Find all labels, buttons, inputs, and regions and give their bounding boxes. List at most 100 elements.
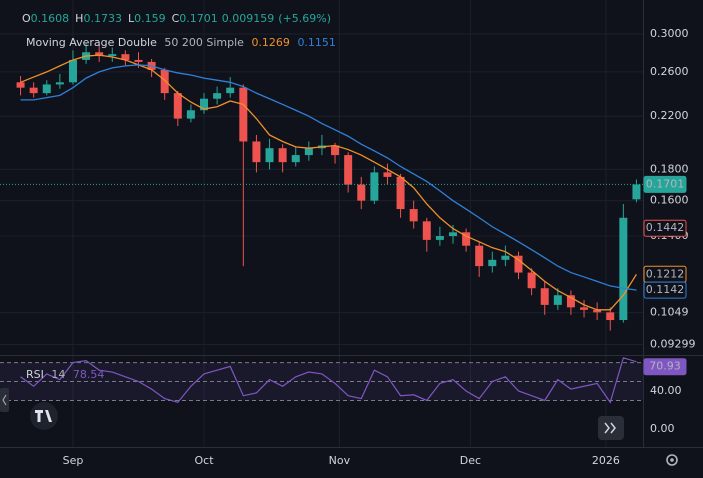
rsi-tick-label: 0.00 (650, 422, 675, 435)
candle-body (213, 93, 222, 99)
moving-average (20, 54, 637, 311)
candle-body (514, 255, 523, 273)
price-tag (643, 358, 687, 376)
x-tick-label: Dec (460, 454, 481, 467)
ma-title: Moving Average Double (26, 36, 157, 49)
candle-body (42, 84, 51, 94)
candle-body (396, 176, 405, 210)
ohlc-value: 0.1733 (83, 12, 122, 25)
price-tag (643, 175, 687, 193)
candle-body (29, 87, 38, 94)
candle-body (488, 259, 497, 267)
candle-body (580, 307, 589, 310)
candle-body (357, 184, 366, 201)
ma-value: 0.1269 (251, 36, 290, 49)
price-tag-label: 70.93 (649, 360, 681, 373)
settings-dot (670, 458, 674, 462)
price-tag-label: 0.1701 (646, 177, 685, 190)
candle-body (501, 255, 510, 260)
moving-average (20, 64, 637, 291)
ohlc-key: L (128, 12, 135, 25)
ohlc-value: 0.159 (134, 12, 166, 25)
candle-body (566, 295, 575, 308)
candle-body (448, 232, 457, 237)
candle-body (134, 59, 143, 62)
candle-body (278, 148, 287, 163)
price-tag (643, 281, 687, 299)
candle-body (291, 155, 300, 163)
ohlc-legend: O0.1608 H0.1733 L0.159 C0.1701 0.009159 (+5.6… (22, 12, 331, 25)
candle-body (331, 145, 340, 156)
scroll-icon (604, 422, 616, 434)
candle-body (606, 312, 615, 321)
candle-body (55, 82, 64, 85)
candle-body (540, 288, 549, 305)
side-toggle-icon (2, 394, 7, 406)
ohlc-key: C (172, 12, 180, 25)
tv-logo-mark (35, 410, 52, 422)
ohlc-value: 0.1701 (179, 12, 218, 25)
candle-body (186, 110, 195, 119)
candle-body (632, 184, 641, 200)
candle-body (475, 245, 484, 267)
x-tick-label: Nov (329, 454, 351, 467)
candle-body (304, 148, 313, 156)
candle-body (435, 236, 444, 240)
candle-body (344, 155, 353, 185)
price-tag (643, 219, 687, 237)
ma-value: 0.1151 (297, 36, 336, 49)
rsi-tick-label: 40.00 (650, 384, 682, 397)
price-tag-label: 0.1212 (646, 267, 685, 280)
change-pct: (+5.69%) (278, 12, 331, 25)
y-tick-label: 0.3000 (650, 27, 689, 40)
x-tick-label: Sep (63, 454, 84, 467)
ma-legend: Moving Average Double 50 200 Simple 0.12… (26, 36, 336, 49)
y-tick-label: 0.1049 (650, 306, 689, 319)
y-tick-label: 0.2600 (650, 65, 689, 78)
ohlc-key: H (75, 12, 83, 25)
y-tick-label: 0.1600 (650, 194, 689, 207)
price-tag-label: 0.1442 (646, 221, 685, 234)
rsi-line (20, 357, 637, 404)
candle-body (619, 217, 628, 321)
candle-body (462, 232, 471, 246)
candle-body (200, 98, 209, 111)
ohlc-value: 0.1608 (31, 12, 70, 25)
candle-body (16, 82, 25, 88)
candle-body (370, 172, 379, 201)
candle-body (121, 54, 130, 60)
candle-body (422, 221, 431, 240)
candle-body (252, 141, 261, 163)
candle-body (383, 172, 392, 177)
candle-body (95, 52, 104, 57)
settings-button[interactable] (666, 454, 678, 466)
y-tick-label: 0.1800 (650, 162, 689, 175)
price-tag-label: 0.1142 (646, 283, 685, 296)
candle-body (160, 69, 169, 94)
candle-body (593, 309, 602, 313)
candle-body (553, 295, 562, 305)
rsi-legend: RSI 14 78.54 (26, 368, 104, 381)
ma-params: 50 200 Simple (164, 36, 244, 49)
side-toggle[interactable] (0, 388, 9, 412)
candle-body (173, 93, 182, 119)
rsi-value: 78.54 (73, 368, 105, 381)
tv-logo[interactable] (30, 402, 58, 430)
candle-body (226, 87, 235, 94)
rsi-period: 14 (51, 368, 65, 381)
rsi-title: RSI (26, 368, 44, 381)
candle-body (68, 59, 77, 83)
tag-layer: 0.1442 0.1212 0.1142 0.1701 70.93 (643, 175, 687, 376)
x-tick-label: 2026 (592, 454, 620, 467)
candle-body (239, 87, 248, 142)
candle-body (108, 54, 117, 57)
candle-body (265, 148, 274, 163)
candle-body (409, 209, 418, 222)
y-tick-label: 0.09299 (650, 338, 696, 351)
plot-layer (0, 42, 643, 404)
change: 0.009159 (222, 12, 275, 25)
x-tick-label: Oct (194, 454, 214, 467)
scroll-to-end[interactable] (598, 416, 624, 440)
y-tick-label: 0.2200 (650, 109, 689, 122)
